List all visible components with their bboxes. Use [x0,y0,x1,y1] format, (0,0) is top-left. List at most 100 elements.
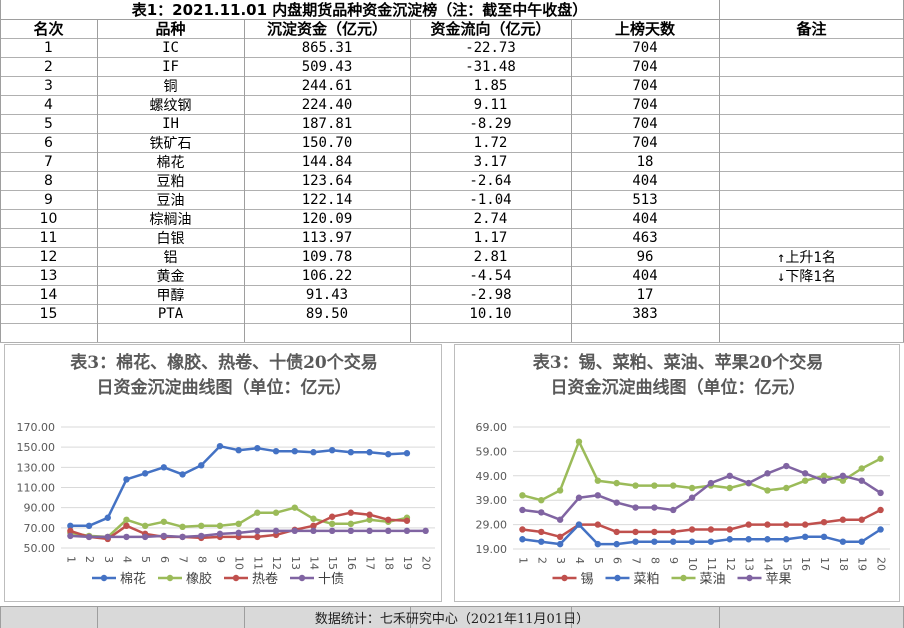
cell-flow: 1.72 [473,134,508,151]
data-point [726,484,733,492]
grid-line [0,38,904,39]
cell-rank: 13 [39,267,58,284]
data-point [632,538,639,545]
data-point [575,521,583,528]
cell-note: ↓下降1名 [777,268,836,285]
y-tick-label: 39.00 [476,494,508,507]
data-point [141,533,149,541]
x-tick-label: 12 [270,556,283,570]
x-tick-label: 9 [214,556,227,563]
y-tick-label: 29.00 [476,519,508,532]
cell-flow: -22.73 [465,39,516,56]
data-point [594,521,602,528]
cell-funds: 89.50 [305,305,349,322]
cell-note [719,209,904,228]
data-point [160,464,168,471]
legend-item: 锡 [552,572,594,587]
data-point [726,472,733,479]
x-tick-label: 19 [401,556,414,570]
x-tick-label: 12 [724,557,737,571]
data-point [67,527,74,535]
grid-line [0,606,1,628]
cell-product: 豆油 [156,192,185,209]
data-point [764,521,771,528]
data-point [651,504,658,511]
cell-rank: 2 [44,58,53,75]
cell-note [719,171,904,190]
cell-product: 铁矿石 [149,135,192,152]
x-tick-label: 17 [818,557,831,571]
x-tick-label: 3 [102,556,115,563]
cell-flow: -4.54 [469,267,512,284]
data-point [235,446,242,454]
data-point [179,533,186,541]
data-point [403,527,411,535]
x-tick-label: 15 [326,556,339,570]
footer-bar [0,606,904,628]
data-point [85,533,93,541]
data-point [85,522,93,530]
header-note: 备注 [796,20,827,38]
cell-product: 甲醇 [156,287,185,304]
x-tick-label: 10 [233,556,246,570]
grid-line [571,19,572,342]
legend-label: 菜粕 [634,572,660,587]
x-tick-label: 7 [177,556,190,563]
cell-product: 棕榈油 [149,211,192,228]
cell-product: PTA [157,305,184,322]
cell-product: 铜 [163,78,178,95]
grid-line [0,323,904,324]
x-tick-label: 18 [382,556,395,570]
data-point [726,536,733,543]
data-point [670,528,677,536]
data-point [764,536,771,543]
data-point [291,448,298,455]
data-point [688,526,696,533]
cell-funds: 150.70 [301,134,353,151]
data-point [235,520,242,527]
cell-note [719,152,904,171]
cell-note [719,76,904,95]
cell-rank: 9 [44,191,53,208]
legend-label: 苹果 [766,572,792,587]
data-point [272,527,280,535]
grid-line [244,606,245,628]
legend-item: 橡胶 [158,571,212,587]
x-tick-label: 1 [516,557,529,564]
data-point [310,527,317,535]
data-point [272,509,280,516]
cell-product: 豆粕 [156,173,185,190]
cell-flow: -8.29 [469,115,512,132]
data-point [877,489,884,497]
data-point [594,477,602,484]
grid-line [97,606,98,628]
data-point [291,504,298,511]
grid-line [0,171,904,172]
data-point [556,487,564,494]
data-point [310,449,317,456]
data-point [556,516,564,523]
cell-rank: 10 [39,210,58,227]
grid-line [410,606,411,628]
data-point [839,538,847,545]
data-point [254,444,261,452]
data-point [670,506,677,514]
data-point [594,492,602,499]
cell-funds: 509.43 [301,58,353,75]
data-point [366,516,373,523]
data-point [422,527,429,535]
cell-product: IC [162,39,179,56]
x-tick-label: 8 [648,557,661,564]
y-tick-label: 59.00 [476,445,508,458]
cell-flow: -31.48 [465,58,516,75]
cell-note [719,190,904,209]
data-point [594,540,602,548]
data-point [783,521,790,528]
grid-line [719,606,720,628]
data-point [877,506,884,514]
series-line-苹果 [522,464,882,521]
cell-funds: 120.09 [301,210,353,227]
grid-line [0,76,904,77]
cell-days: 704 [632,77,658,94]
